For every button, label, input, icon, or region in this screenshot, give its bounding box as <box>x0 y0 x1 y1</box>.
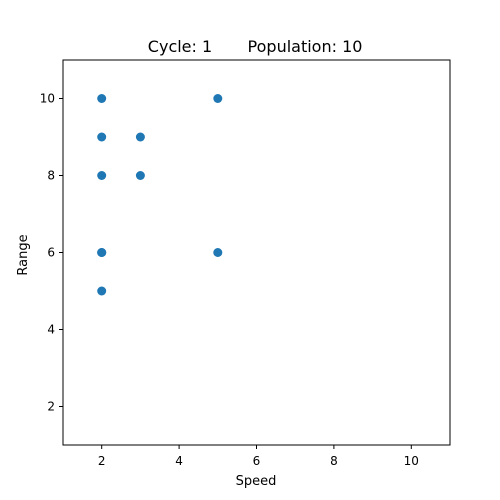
x-tick-label: 4 <box>175 454 183 468</box>
chart-title-cycle: Cycle: 1 <box>148 37 212 56</box>
data-point <box>213 94 223 103</box>
y-tick-label: 8 <box>47 169 55 183</box>
data-point <box>97 248 107 257</box>
x-tick-label: 6 <box>253 454 261 468</box>
x-tick-label: 8 <box>330 454 338 468</box>
y-tick-label: 6 <box>47 246 55 260</box>
x-tick-label: 10 <box>404 454 419 468</box>
data-point <box>97 286 107 296</box>
data-point <box>97 132 107 142</box>
data-point <box>213 248 223 257</box>
axes: 2 4 6 8 10 2 4 6 8 10 <box>40 59 451 468</box>
y-tick-label: 2 <box>47 400 55 414</box>
data-point <box>97 171 107 180</box>
y-tick-label: 4 <box>47 323 55 337</box>
x-tick-label: 2 <box>98 454 106 468</box>
data-point <box>135 171 145 180</box>
chart-title-population: Population: 10 <box>248 37 363 56</box>
data-point <box>135 132 145 142</box>
data-point <box>97 94 107 103</box>
plot-frame <box>62 59 451 446</box>
y-tick-label: 10 <box>40 92 55 106</box>
y-axis-label: Range <box>16 234 31 275</box>
x-axis-label: Speed <box>236 474 277 489</box>
data-points <box>97 94 223 296</box>
